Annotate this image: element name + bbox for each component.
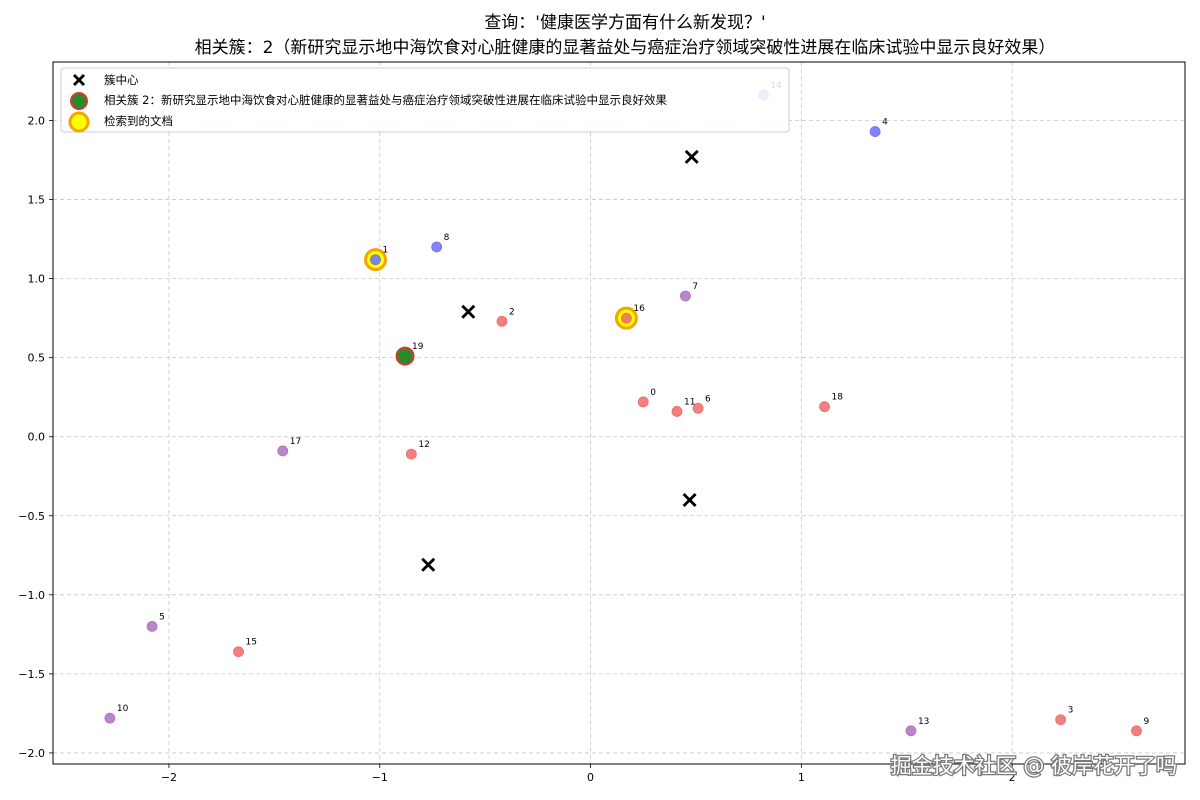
- data-point: [637, 396, 649, 408]
- point-id-label: 12: [418, 440, 429, 450]
- axis-ticks: −2 −1 0 1 2−2.0−1.5−1.0−0.50.00.51.01.52.0: [18, 115, 1015, 785]
- y-tick-label: 0.0: [28, 431, 46, 444]
- plot-frame: [52, 61, 1186, 765]
- data-point: [104, 712, 116, 724]
- data-points: [104, 89, 1142, 737]
- x-tick-label: 0: [587, 771, 594, 784]
- point-id-label: 9: [1144, 717, 1150, 727]
- legend-center-marker: [73, 74, 85, 86]
- watermark-line2: CSDN @minhuan@智循AI: [980, 780, 1193, 800]
- point-id-label: 7: [692, 282, 698, 292]
- point-labels: 012345678910111213141516171819: [117, 81, 1150, 727]
- chart-title-line2: 相关簇：2（新研究显示地中海饮食对心脏健康的显著益处与癌症治疗领域突破性进展在临…: [195, 38, 1056, 58]
- x-tick-label: −2: [161, 771, 177, 784]
- data-point: [620, 312, 632, 324]
- data-point: [405, 448, 417, 460]
- cluster-center-marker: [421, 557, 436, 572]
- data-point: [671, 406, 683, 417]
- legend-box: [60, 67, 790, 133]
- point-id-label: 17: [290, 437, 301, 447]
- y-tick-label: 0.5: [28, 352, 46, 365]
- data-point: [277, 445, 289, 457]
- legend: 簇中心 相关簇 2：新研究显示地中海饮食对心脏健康的显著益处与癌症治疗领域突破性…: [60, 67, 790, 133]
- y-tick-label: −1.0: [18, 589, 45, 602]
- point-id-label: 2: [509, 307, 515, 317]
- grid: [53, 62, 1185, 764]
- y-tick-label: −1.5: [18, 668, 45, 681]
- point-id-label: 15: [246, 638, 257, 648]
- y-tick-label: 2.0: [28, 115, 46, 128]
- legend-yellow-marker: [68, 111, 90, 133]
- point-id-label: 1: [383, 246, 389, 256]
- data-point: [819, 401, 830, 413]
- cluster-centers: [421, 149, 699, 572]
- point-id-label: 5: [159, 612, 165, 622]
- y-tick-label: −0.5: [18, 510, 45, 523]
- point-id-label: 0: [650, 388, 656, 398]
- data-point: [496, 315, 508, 327]
- chart-title-line1: 查询：'健康医学方面有什么新发现？': [484, 13, 765, 33]
- y-tick-label: 1.5: [28, 194, 46, 207]
- data-point: [1131, 725, 1142, 737]
- data-point: [146, 621, 158, 632]
- data-point: [370, 254, 381, 266]
- x-tick-label: 2: [1009, 771, 1016, 784]
- y-tick-label: 1.0: [28, 273, 46, 286]
- point-id-label: 10: [117, 704, 129, 714]
- x-tick-label: −1: [372, 771, 388, 784]
- point-id-label: 11: [684, 397, 695, 407]
- data-point: [905, 725, 917, 737]
- watermark-line1: 掘金技术社区 @ 彼岸花开了吗: [891, 754, 1177, 778]
- point-id-label: 4: [882, 118, 888, 128]
- cluster-center-marker: [682, 492, 697, 507]
- legend-label-relevant-cluster: 相关簇 2：新研究显示地中海饮食对心脏健康的显著益处与癌症治疗领域突破性进展在临…: [104, 93, 667, 107]
- data-point: [431, 241, 443, 253]
- data-point: [692, 402, 704, 414]
- data-point: [1055, 714, 1067, 726]
- legend-label-centers: 簇中心: [104, 73, 139, 87]
- legend-green-marker: [70, 92, 88, 110]
- point-id-label: 6: [705, 394, 711, 404]
- cluster-center-marker: [684, 149, 699, 164]
- watermark: 掘金技术社区 @ 彼岸花开了吗 CSDN @minhuan@智循AI: [889, 753, 1193, 800]
- x-tick-label: 1: [798, 771, 805, 784]
- cluster-center-marker: [461, 304, 476, 319]
- data-point: [233, 646, 244, 658]
- point-id-label: 16: [633, 304, 645, 314]
- data-point: [869, 126, 881, 137]
- legend-label-retrieved: 检索到的文档: [104, 114, 173, 128]
- point-id-label: 19: [412, 342, 424, 352]
- point-id-label: 13: [918, 717, 929, 727]
- point-id-label: 18: [832, 393, 844, 403]
- point-id-label: 3: [1068, 706, 1074, 716]
- point-id-label: 8: [444, 233, 450, 243]
- relevant-cluster-point: [395, 346, 415, 366]
- y-tick-label: −2.0: [18, 747, 45, 760]
- data-point: [680, 290, 691, 302]
